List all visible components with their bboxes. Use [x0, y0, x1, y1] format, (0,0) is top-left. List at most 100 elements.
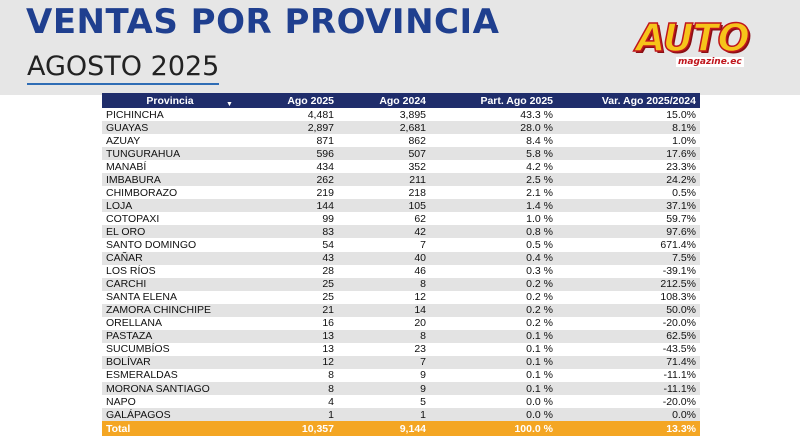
- logo-main-text: AUTO: [635, 15, 750, 61]
- ago-2024-cell: 105: [408, 199, 426, 212]
- ago-2024-cell: 7: [420, 356, 426, 369]
- ago-2024-cell: 862: [408, 134, 426, 147]
- part-ago-2025-cell: 0.1 %: [526, 369, 553, 382]
- ago-2025-cell: 219: [316, 186, 334, 199]
- ago-2024-cell: 46: [414, 265, 426, 278]
- ago-2024-cell: 7: [420, 238, 426, 251]
- total-row: Total 10,357 9,144 100.0 % 13.3%: [102, 421, 700, 437]
- ago-2024-cell: 8: [420, 330, 426, 343]
- ago-2025-cell: 25: [322, 291, 334, 304]
- province-name-cell: CAÑAR: [106, 252, 143, 265]
- table-row: IMBABURA 262 211 2.5 % 24.2%: [102, 173, 700, 187]
- table-row: SANTA ELENA 25 12 0.2 % 108.3%: [102, 290, 700, 304]
- var-cell: -20.0%: [662, 317, 696, 330]
- var-cell: 212.5%: [660, 278, 696, 291]
- table-row: COTOPAXI 99 62 1.0 % 59.7%: [102, 212, 700, 226]
- ago-2025-cell: 25: [322, 278, 334, 291]
- part-ago-2025-cell: 0.2 %: [526, 317, 553, 330]
- ago-2025-cell: 12: [322, 356, 334, 369]
- province-name-cell: TUNGURAHUA: [106, 147, 181, 160]
- table-row: MANABÍ 434 352 4.2 % 23.3%: [102, 160, 700, 174]
- var-cell: 8.1%: [672, 121, 696, 134]
- part-ago-2025-cell: 0.1 %: [526, 356, 553, 369]
- column-header-ago-2025[interactable]: Ago 2025: [287, 94, 334, 107]
- ago-2024-cell: 40: [414, 252, 426, 265]
- province-name-cell: ESMERALDAS: [106, 369, 178, 382]
- ago-2025-cell: 21: [322, 304, 334, 317]
- ago-2024-cell: 352: [408, 160, 426, 173]
- province-name-cell: CARCHI: [106, 278, 147, 291]
- var-cell: 97.6%: [666, 225, 696, 238]
- ago-2025-cell: 83: [322, 225, 334, 238]
- province-name-cell: MORONA SANTIAGO: [106, 382, 210, 395]
- ago-2025-cell: 871: [316, 134, 334, 147]
- ago-2025-cell: 28: [322, 265, 334, 278]
- ago-2025-cell: 16: [322, 317, 334, 330]
- table-row: EL ORO 83 42 0.8 % 97.6%: [102, 225, 700, 239]
- var-cell: 1.0%: [672, 134, 696, 147]
- table-row: ZAMORA CHINCHIPE 21 14 0.2 % 50.0%: [102, 303, 700, 317]
- part-ago-2025-cell: 43.3 %: [520, 108, 553, 121]
- page-subtitle: AGOSTO 2025: [27, 52, 220, 85]
- province-name-cell: NAPO: [106, 395, 136, 408]
- ago-2024-cell: 42: [414, 225, 426, 238]
- var-cell: 0.0%: [672, 408, 696, 421]
- table-row: BOLÍVAR 12 7 0.1 % 71.4%: [102, 355, 700, 369]
- ago-2025-cell: 8: [328, 369, 334, 382]
- ago-2024-cell: 9: [420, 369, 426, 382]
- table-row: TUNGURAHUA 596 507 5.8 % 17.6%: [102, 147, 700, 161]
- province-name-cell: ZAMORA CHINCHIPE: [106, 304, 212, 317]
- part-ago-2025-cell: 4.2 %: [526, 160, 553, 173]
- table-row: SANTO DOMINGO 54 7 0.5 % 671.4%: [102, 238, 700, 252]
- var-cell: 23.3%: [666, 160, 696, 173]
- part-ago-2025-cell: 0.2 %: [526, 278, 553, 291]
- province-name-cell: AZUAY: [106, 134, 141, 147]
- province-name-cell: COTOPAXI: [106, 212, 160, 225]
- var-cell: 71.4%: [666, 356, 696, 369]
- var-cell: 59.7%: [666, 212, 696, 225]
- column-header-ago-2024[interactable]: Ago 2024: [379, 94, 426, 107]
- var-cell: -43.5%: [662, 343, 696, 356]
- ago-2025-cell: 13: [322, 343, 334, 356]
- part-ago-2025-cell: 2.5 %: [526, 173, 553, 186]
- table-row: CAÑAR 43 40 0.4 % 7.5%: [102, 251, 700, 265]
- table-row: SUCUMBÍOS 13 23 0.1 % -43.5%: [102, 342, 700, 356]
- part-ago-2025-cell: 8.4 %: [526, 134, 553, 147]
- table-row: ESMERALDAS 8 9 0.1 % -11.1%: [102, 368, 700, 382]
- var-cell: 24.2%: [666, 173, 696, 186]
- table-row: NAPO 4 5 0.0 % -20.0%: [102, 395, 700, 409]
- total-label: Total: [106, 422, 131, 435]
- column-header-var[interactable]: Var. Ago 2025/2024: [601, 94, 696, 107]
- column-header-provincia[interactable]: Provincia ▼: [146, 94, 233, 109]
- part-ago-2025-cell: 0.5 %: [526, 238, 553, 251]
- part-ago-2025-cell: 0.8 %: [526, 225, 553, 238]
- sort-descending-icon[interactable]: ▼: [226, 101, 233, 108]
- table-row: AZUAY 871 862 8.4 % 1.0%: [102, 134, 700, 148]
- ago-2025-cell: 4: [328, 395, 334, 408]
- ago-2024-cell: 20: [414, 317, 426, 330]
- table-row: GUAYAS 2,897 2,681 28.0 % 8.1%: [102, 121, 700, 135]
- ago-2025-cell: 4,481: [307, 108, 334, 121]
- table-row: ORELLANA 16 20 0.2 % -20.0%: [102, 316, 700, 330]
- table-row: PICHINCHA 4,481 3,895 43.3 % 15.0%: [102, 108, 700, 122]
- var-cell: -11.1%: [663, 382, 697, 395]
- ago-2025-cell: 144: [316, 199, 334, 212]
- province-name-cell: SUCUMBÍOS: [106, 343, 170, 356]
- ago-2024-cell: 12: [414, 291, 426, 304]
- province-name-cell: LOS RÍOS: [106, 265, 156, 278]
- total-var: 13.3%: [666, 422, 696, 435]
- ago-2025-cell: 54: [322, 238, 334, 251]
- part-ago-2025-cell: 0.1 %: [526, 330, 553, 343]
- table-row: PASTAZA 13 8 0.1 % 62.5%: [102, 329, 700, 343]
- ago-2025-cell: 1: [328, 408, 334, 421]
- province-name-cell: PASTAZA: [106, 330, 153, 343]
- var-cell: 7.5%: [672, 252, 696, 265]
- var-cell: 671.4%: [660, 238, 696, 251]
- ago-2024-cell: 218: [408, 186, 426, 199]
- ago-2024-cell: 62: [414, 212, 426, 225]
- column-header-part-ago-2025[interactable]: Part. Ago 2025: [480, 94, 553, 107]
- part-ago-2025-cell: 2.1 %: [526, 186, 553, 199]
- var-cell: 62.5%: [666, 330, 696, 343]
- ago-2024-cell: 9: [420, 382, 426, 395]
- province-name-cell: MANABÍ: [106, 160, 147, 173]
